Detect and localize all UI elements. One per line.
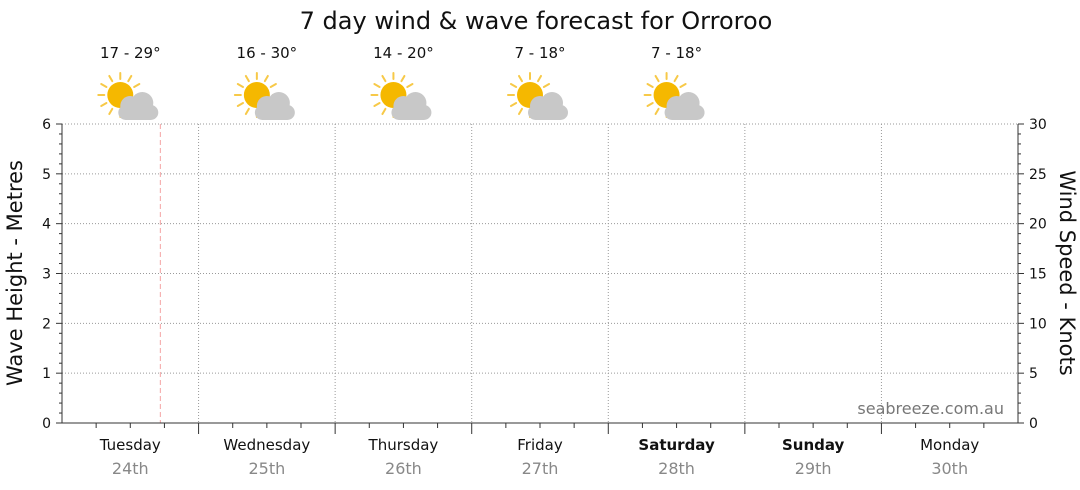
- sun-ray: [381, 74, 387, 83]
- sun-ray: [269, 83, 277, 88]
- grid: [62, 123, 1018, 423]
- left-tick-label: 5: [42, 167, 51, 183]
- sun-ray: [509, 102, 518, 107]
- sun-ray: [679, 83, 687, 88]
- sun-ray: [673, 74, 679, 83]
- sun-cloud-icon: [643, 72, 705, 120]
- sun-ray: [542, 83, 551, 88]
- left-tick-label: 4: [42, 217, 51, 233]
- sun-ray: [127, 74, 133, 83]
- sun-ray: [244, 107, 250, 116]
- temperature-range-label: 14 - 20°: [373, 44, 434, 62]
- day-date-label: 26th: [385, 459, 422, 478]
- left-tick-label: 3: [42, 267, 51, 283]
- sun-ray: [100, 102, 108, 107]
- day-date-label: 24th: [112, 459, 149, 478]
- right-tick-label: 25: [1029, 167, 1047, 183]
- day-name-label: Tuesday: [99, 436, 161, 454]
- cloud-base: [528, 105, 568, 120]
- sun-ray: [100, 83, 108, 88]
- sun-ray: [509, 83, 518, 88]
- sun-ray: [518, 74, 523, 83]
- left-tick-label: 0: [42, 416, 51, 432]
- sun-cloud-icon: [370, 72, 432, 120]
- right-axis-ticks: 0 5 10 15 20 25 30: [1018, 117, 1047, 432]
- right-tick-label: 5: [1029, 366, 1038, 382]
- day-date-label: 27th: [522, 459, 559, 478]
- cloud-base: [254, 105, 295, 120]
- cloud-base: [391, 105, 432, 120]
- watermark-text: seabreeze.com.au: [857, 399, 1004, 418]
- day-date-label: 25th: [248, 459, 285, 478]
- sun-ray: [654, 74, 660, 83]
- day-name-label: Wednesday: [223, 436, 310, 454]
- sun-cloud-icon: [507, 72, 568, 120]
- sun-ray: [373, 83, 381, 88]
- cloud-base: [664, 105, 705, 120]
- day-name-label: Sunday: [782, 436, 845, 454]
- day-name-label: Thursday: [368, 436, 439, 454]
- day-name-label: Saturday: [638, 436, 715, 454]
- sun-ray: [373, 102, 381, 107]
- left-tick-label: 6: [42, 117, 51, 133]
- sun-ray: [108, 74, 114, 83]
- sun-ray: [263, 74, 269, 83]
- left-axis-ticks: 0 1 2 3 4 5 6: [42, 117, 62, 432]
- right-tick-label: 0: [1029, 416, 1038, 432]
- sun-ray: [646, 102, 654, 107]
- temperature-range-label: 7 - 18°: [651, 44, 702, 62]
- right-tick-label: 10: [1029, 316, 1047, 332]
- sun-ray: [537, 74, 542, 83]
- sun-ray: [646, 83, 654, 88]
- day-name-label: Monday: [920, 436, 979, 454]
- day-date-label: 28th: [658, 459, 695, 478]
- sun-ray: [406, 83, 414, 88]
- day-date-label: 29th: [795, 459, 832, 478]
- left-tick-label: 1: [42, 366, 51, 382]
- left-axis-title: Wave Height - Metres: [3, 160, 27, 386]
- left-tick-label: 2: [42, 316, 51, 332]
- day-date-label: 30th: [931, 459, 968, 478]
- right-tick-label: 30: [1029, 117, 1047, 133]
- day-name-label: Friday: [517, 436, 563, 454]
- sun-ray: [654, 107, 660, 116]
- temperature-range-label: 7 - 18°: [514, 44, 565, 62]
- sun-ray: [236, 83, 245, 88]
- sun-ray: [236, 102, 245, 107]
- temperature-range-label: 17 - 29°: [100, 44, 161, 62]
- sun-ray: [133, 83, 141, 88]
- day-labels: Tuesday 24th Wednesday 25th Thursday 26th Frid…: [99, 436, 980, 478]
- right-axis-title: Wind Speed - Knots: [1055, 170, 1079, 375]
- right-tick-label: 15: [1029, 267, 1047, 283]
- sun-cloud-icon: [97, 72, 159, 120]
- sun-ray: [518, 107, 523, 116]
- sun-ray: [381, 107, 387, 116]
- chart-title: 7 day wind & wave forecast for Orroroo: [300, 7, 773, 35]
- temperature-range-label: 16 - 30°: [237, 44, 298, 62]
- right-tick-label: 20: [1029, 217, 1047, 233]
- sun-ray: [244, 74, 250, 83]
- daily-forecast-strip: 17 - 29° 16 - 30° 14 - 20° 7 - 18° 7 - 18°: [97, 44, 705, 120]
- sun-ray: [108, 107, 114, 116]
- sun-ray: [400, 74, 406, 83]
- axes: [61, 124, 1019, 434]
- sun-cloud-icon: [233, 72, 295, 120]
- cloud-base: [118, 105, 159, 120]
